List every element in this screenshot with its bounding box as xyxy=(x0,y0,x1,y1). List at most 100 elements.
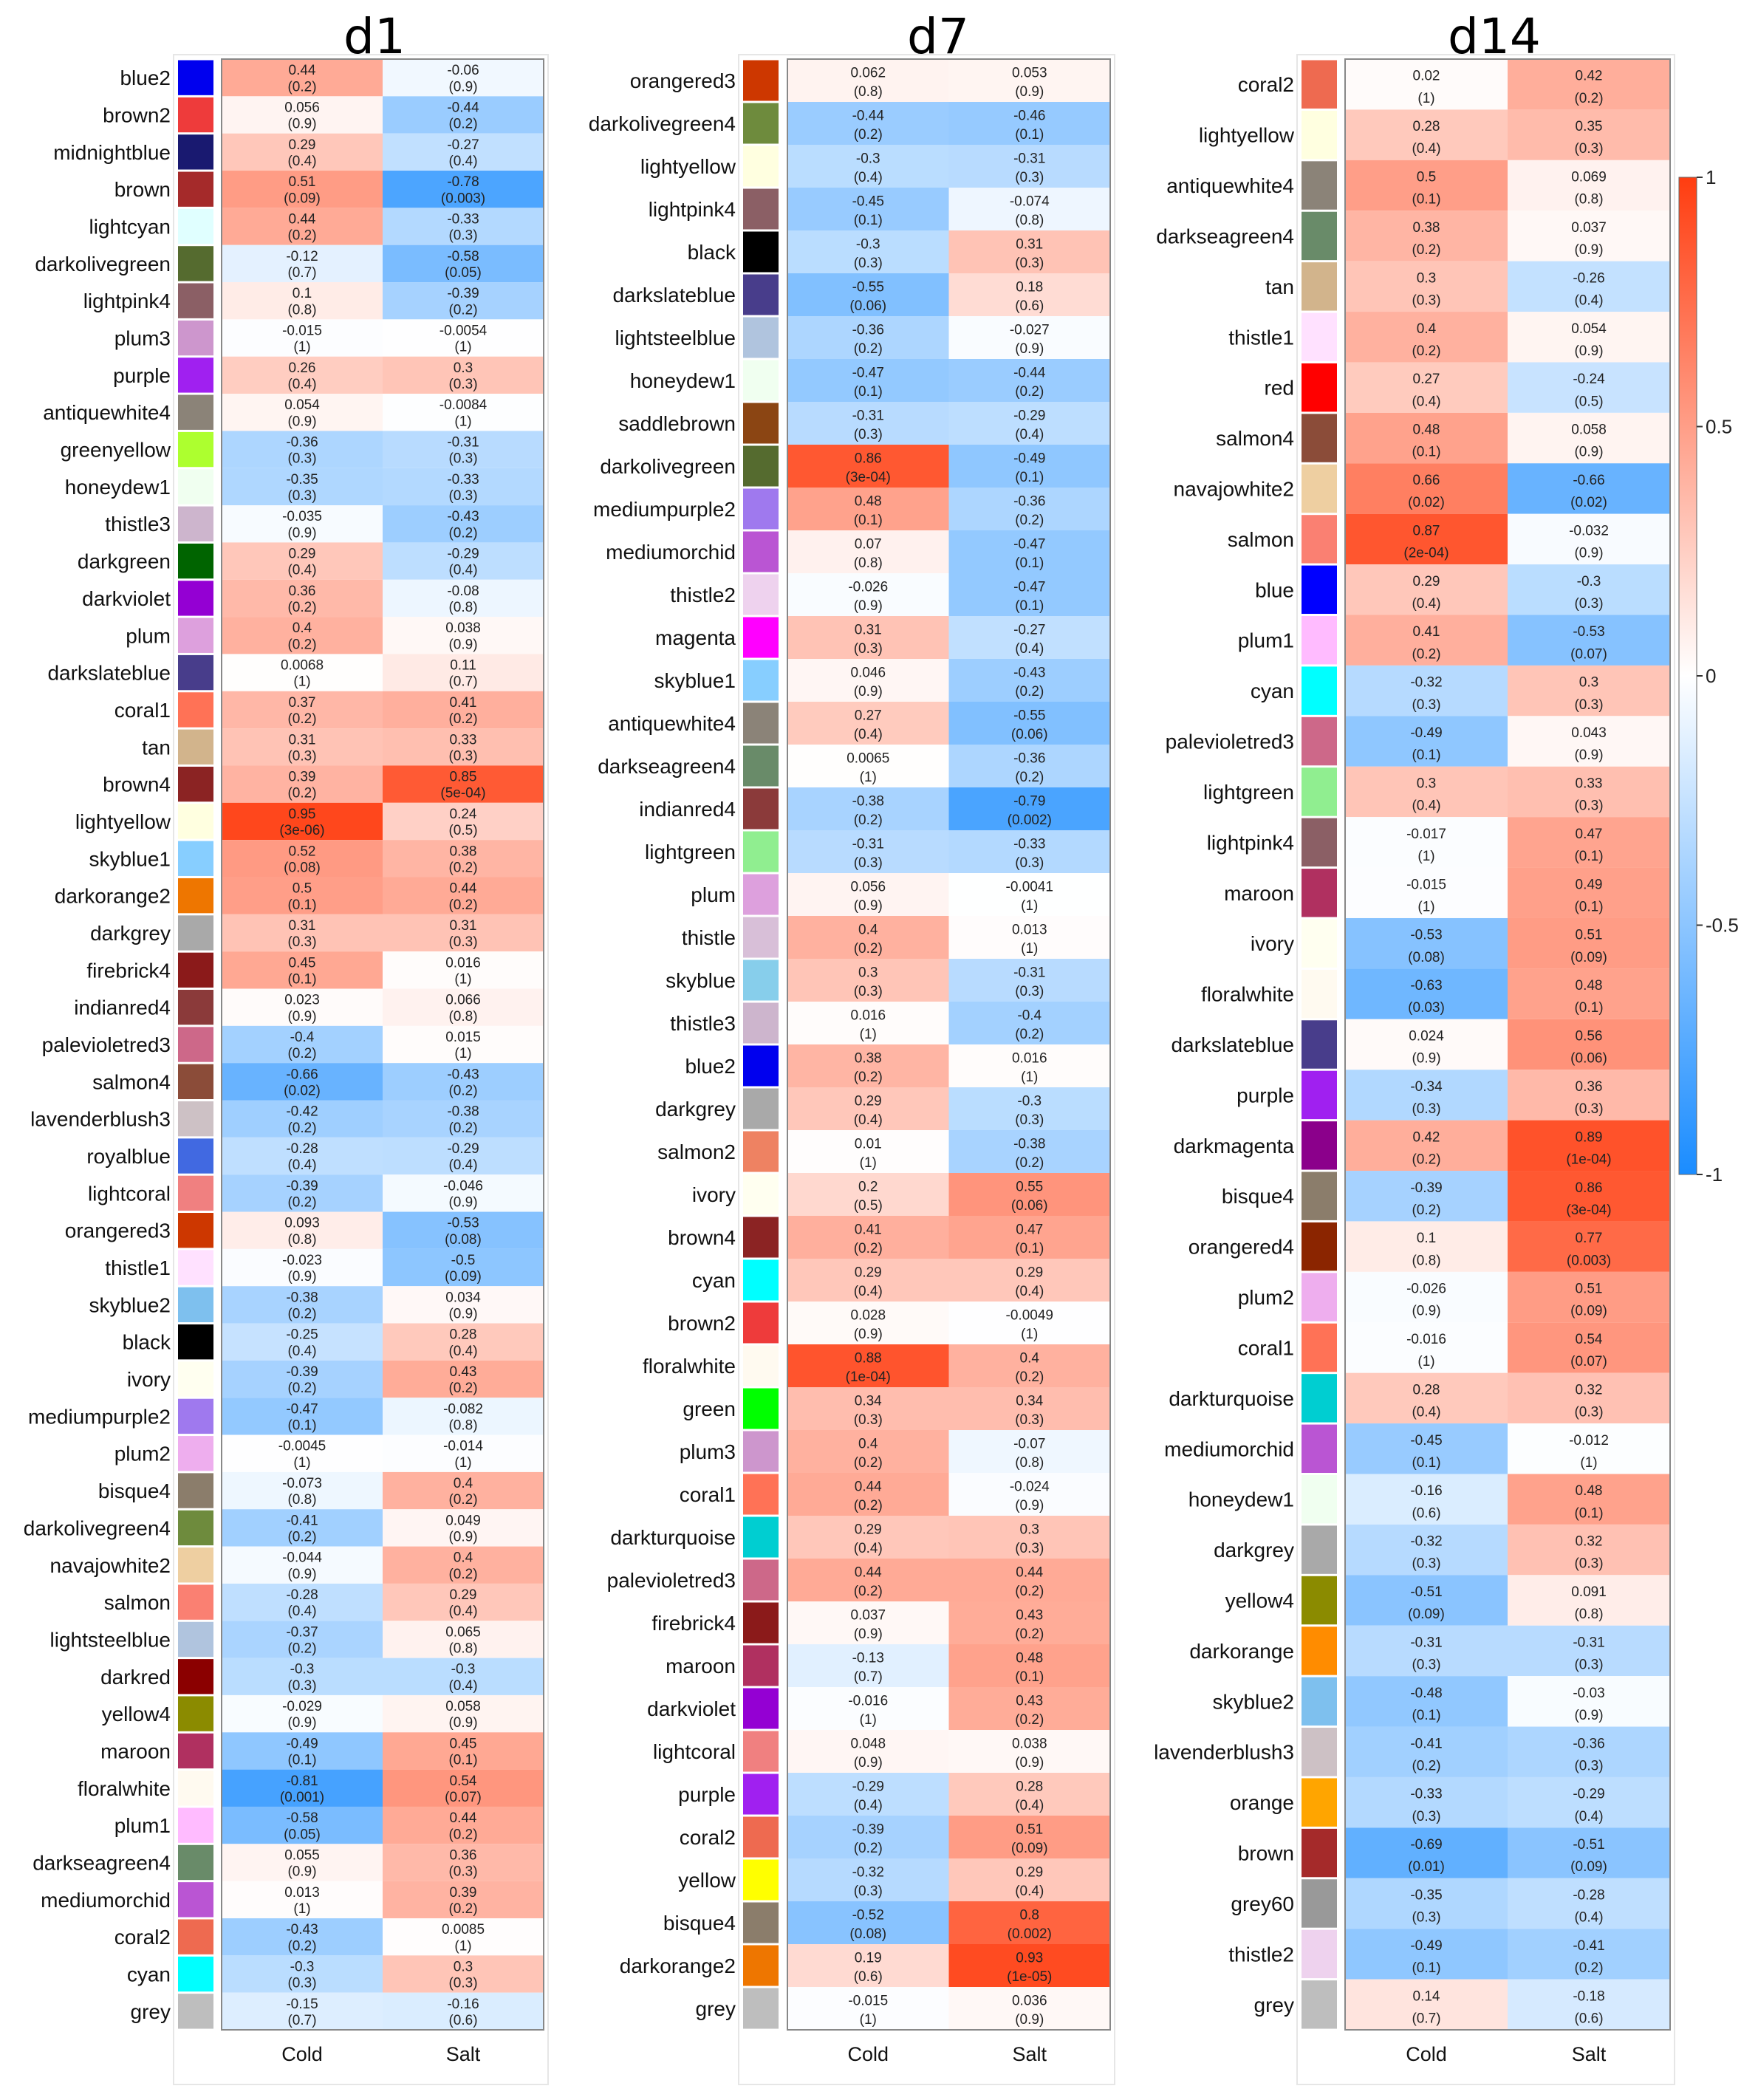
heatmap-row: blue2 0.38 (0.2) 0.016 (1) xyxy=(685,1044,1110,1087)
cell-correlation: 0.31 xyxy=(450,918,477,934)
module-swatch xyxy=(1302,1879,1337,1928)
heatmap-cell-cold xyxy=(1345,160,1508,211)
module-label: skyblue xyxy=(666,969,736,992)
module-label: lightgreen xyxy=(645,841,736,863)
module-label: antiquewhite4 xyxy=(608,712,736,735)
cell-correlation: 0.48 xyxy=(1576,978,1603,993)
module-label: grey xyxy=(1254,1994,1294,2017)
cell-correlation: -0.53 xyxy=(1573,624,1604,640)
module-label: darkturquoise xyxy=(610,1526,736,1549)
cell-pvalue: (0.4) xyxy=(287,1157,316,1173)
module-swatch xyxy=(1302,1121,1337,1170)
module-label: darkorange xyxy=(1189,1640,1294,1663)
heatmap-cell-cold xyxy=(222,1248,383,1287)
heatmap-cell-salt xyxy=(1508,160,1670,211)
cell-pvalue: (0.8) xyxy=(854,84,883,100)
heatmap-cell-salt xyxy=(1508,867,1670,918)
cell-pvalue: (0.3) xyxy=(1015,984,1044,999)
module-label: orangered3 xyxy=(65,1220,171,1242)
heatmap-cell-salt xyxy=(1508,109,1670,160)
cell-pvalue: (0.4) xyxy=(448,563,477,578)
cell-pvalue: (0.9) xyxy=(448,1715,477,1731)
heatmap-cell-cold xyxy=(222,468,383,506)
heatmap-cell-cold xyxy=(1345,1878,1508,1929)
heatmap-cell-salt xyxy=(948,1559,1110,1601)
cell-correlation: -0.49 xyxy=(286,1736,318,1751)
heatmap-cell-cold xyxy=(1345,1726,1508,1777)
heatmap-row: salmon -0.28(0.4)0.29(0.4) xyxy=(104,1583,544,1621)
heatmap-border xyxy=(787,58,1111,2031)
cell-correlation: 0.11 xyxy=(450,658,476,674)
heatmap-cell-salt xyxy=(383,1844,544,1881)
heatmap-cell-cold xyxy=(787,916,949,959)
cell-pvalue: (0.2) xyxy=(448,117,477,132)
cell-pvalue: (0.8) xyxy=(287,1232,316,1248)
heatmap-cell-salt xyxy=(383,802,544,841)
module-label: salmon4 xyxy=(1216,427,1294,450)
cell-pvalue: (0.3) xyxy=(854,984,883,999)
cell-correlation: -0.29 xyxy=(447,547,479,562)
heatmap-cell-cold xyxy=(222,356,383,394)
heatmap-cell-salt xyxy=(383,1025,544,1064)
heatmap-cell-cold xyxy=(222,1100,383,1138)
cell-pvalue: (0.4) xyxy=(1412,596,1440,612)
cell-correlation: 0.77 xyxy=(1576,1231,1603,1246)
module-swatch xyxy=(1302,1424,1337,1473)
module-swatch xyxy=(178,1436,213,1471)
cell-correlation: -0.32 xyxy=(852,1864,884,1880)
module-swatch xyxy=(743,960,779,1001)
heatmap-cell-cold xyxy=(787,573,949,616)
heatmap-cell-salt xyxy=(1508,463,1670,514)
heatmap-row: darkorange2 0.19 (0.6) 0.93 (1e-05) xyxy=(620,1944,1110,1987)
cell-pvalue: (0.9) xyxy=(287,414,316,429)
module-label: mediumpurple2 xyxy=(28,1405,171,1428)
cell-correlation: 0.43 xyxy=(450,1364,477,1380)
cell-pvalue: (1) xyxy=(293,340,310,355)
cell-correlation: -0.3 xyxy=(856,151,880,166)
heatmap-cell-salt xyxy=(948,1387,1110,1430)
heatmap-cell-salt xyxy=(948,230,1110,273)
heatmap-row: lightgreen 0.3 (0.4) 0.33 (0.3) xyxy=(1203,766,1670,818)
cell-pvalue: (0.3) xyxy=(1574,1101,1603,1117)
heatmap-cell-cold xyxy=(787,1302,949,1344)
module-swatch xyxy=(743,445,779,487)
module-swatch xyxy=(1302,464,1337,513)
cell-pvalue: (0.3) xyxy=(1412,1910,1440,1926)
module-swatch xyxy=(1302,919,1337,968)
cell-correlation: -0.52 xyxy=(852,1907,884,1923)
cell-pvalue: (0.3) xyxy=(1412,293,1440,308)
cell-correlation: 0.66 xyxy=(1413,473,1440,488)
cell-correlation: -0.28 xyxy=(286,1141,318,1157)
heatmap-cell-salt xyxy=(383,59,544,97)
cell-correlation: 0.069 xyxy=(1571,170,1607,185)
heatmap-cell-salt xyxy=(1508,1929,1670,1980)
module-swatch xyxy=(1302,262,1337,311)
module-swatch xyxy=(1302,1728,1337,1776)
cell-pvalue: (0.3) xyxy=(1015,855,1044,871)
module-swatch xyxy=(743,1474,779,1515)
cell-correlation: -0.38 xyxy=(852,793,884,809)
cell-correlation: -0.027 xyxy=(1010,322,1050,338)
cell-correlation: -0.33 xyxy=(447,472,479,488)
heatmap-row: thistle3 -0.035(0.9) -0.43(0.2) xyxy=(105,505,544,543)
cell-pvalue: (0.2) xyxy=(1412,1152,1440,1167)
module-label: purple xyxy=(1237,1084,1294,1107)
heatmap-cell-cold xyxy=(1345,59,1508,110)
cell-pvalue: (0.8) xyxy=(854,555,883,571)
module-label: antiquewhite4 xyxy=(43,401,171,424)
heatmap-row: coral1 0.37(0.2)0.41(0.2) xyxy=(114,691,544,729)
module-label: coral2 xyxy=(680,1826,736,1849)
cell-correlation: 0.31 xyxy=(289,918,316,934)
cell-correlation: -0.29 xyxy=(852,1779,884,1794)
module-label: thistle2 xyxy=(1228,1943,1294,1966)
cell-correlation: -0.63 xyxy=(1410,978,1442,993)
heatmap-cell-cold xyxy=(1345,362,1508,413)
cell-pvalue: (0.4) xyxy=(1015,1798,1044,1813)
heatmap-cell-cold xyxy=(1345,109,1508,160)
cell-correlation: 0.95 xyxy=(289,807,316,822)
cell-pvalue: (0.08) xyxy=(284,860,321,875)
heatmap-cell-salt xyxy=(948,1216,1110,1259)
cell-correlation: -0.31 xyxy=(1013,151,1045,166)
cell-correlation: 0.055 xyxy=(284,1847,320,1863)
cell-correlation: -0.16 xyxy=(447,1997,479,2012)
